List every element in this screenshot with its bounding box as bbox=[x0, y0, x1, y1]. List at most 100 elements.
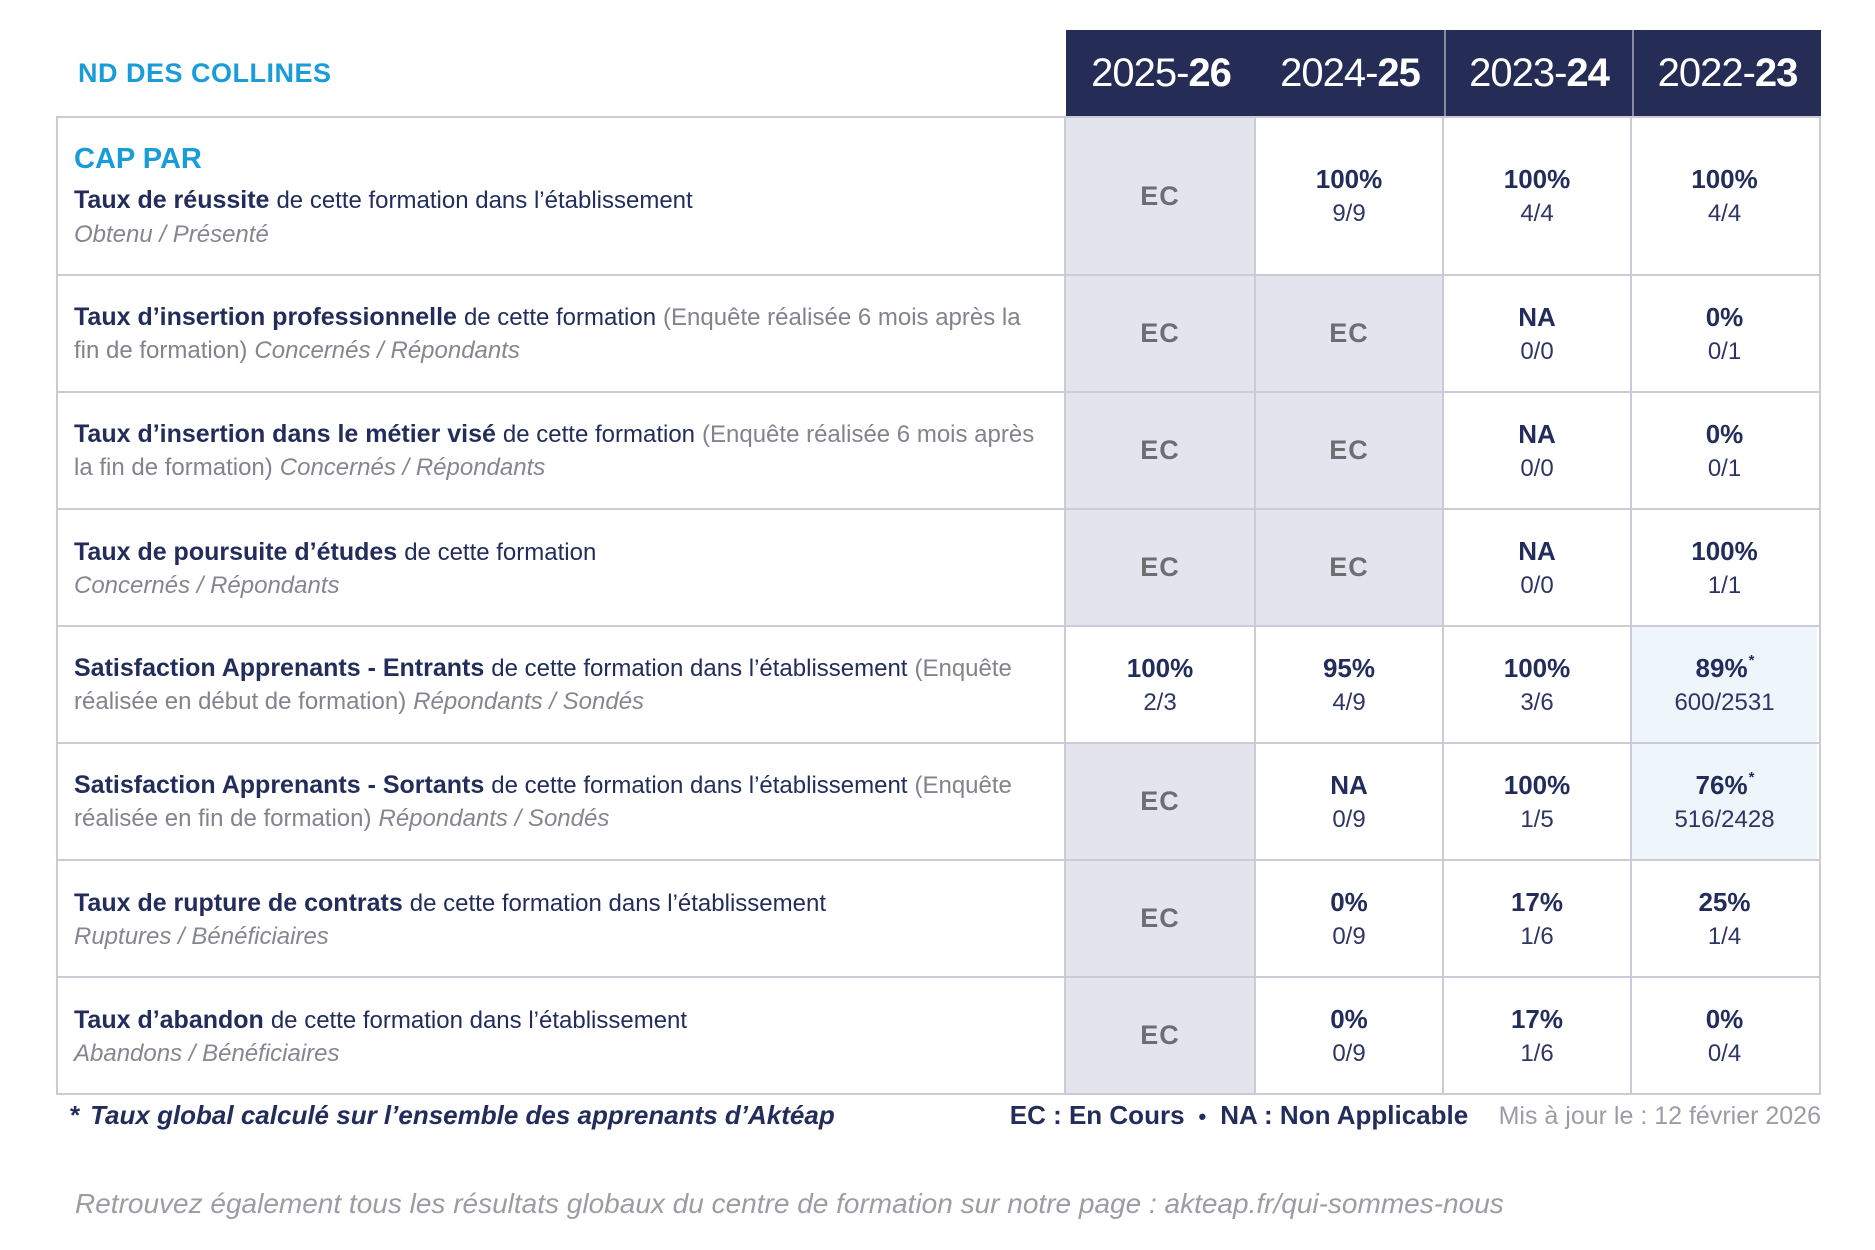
school-header-cell: ND DES COLLINES bbox=[56, 30, 1066, 116]
rate-value: EC bbox=[1140, 180, 1180, 211]
rate-value: EC bbox=[1140, 786, 1180, 816]
table-header-row: ND DES COLLINES 2025- 26 2024- 25 2023- 24 202… bbox=[56, 30, 1821, 116]
indicator-title: Satisfaction Apprenants - Entrants bbox=[74, 653, 485, 682]
indicator-ratio-caption: Ruptures / Bénéficiaires bbox=[74, 923, 329, 951]
indicator-text: Taux d’insertion dans le métier visé de c… bbox=[74, 417, 1038, 485]
value-cell: EC bbox=[1066, 978, 1256, 1093]
ratio-value: 0/0 bbox=[1520, 454, 1554, 482]
rate-value: NA bbox=[1518, 301, 1556, 332]
indicator-text: Satisfaction Apprenants - Sortants de cet… bbox=[74, 768, 1038, 836]
year-prefix: 2023- bbox=[1469, 50, 1567, 95]
indicator-text: Taux de rupture de contrats de cette form… bbox=[74, 886, 1038, 921]
value-cell: EC bbox=[1256, 510, 1444, 625]
rate-value: 0% bbox=[1330, 1003, 1368, 1034]
rate-value: 100% bbox=[1315, 164, 1383, 194]
indicator-ratio-caption: Abandons / Bénéficiaires bbox=[74, 1040, 340, 1068]
program-title: CAP PAR bbox=[74, 143, 202, 176]
rate-value: 100% bbox=[1691, 535, 1758, 566]
table-row: Taux de poursuite d’études de cette forma… bbox=[58, 510, 1819, 627]
value-cell: EC bbox=[1066, 861, 1256, 976]
indicator-ratio-caption: Concernés / Répondants bbox=[254, 337, 520, 365]
rate-value: NA bbox=[1518, 418, 1556, 449]
indicator-ratio-caption: Concernés / Répondants bbox=[279, 454, 546, 482]
year-column-header: 2022- 23 bbox=[1632, 30, 1821, 116]
value-cell: 0% 0/9 bbox=[1256, 861, 1444, 976]
ratio-value: 0/9 bbox=[1332, 1039, 1366, 1067]
value-cell: EC bbox=[1066, 744, 1256, 859]
school-name: ND DES COLLINES bbox=[78, 57, 332, 88]
value-cell: 100% 2/3 bbox=[1066, 627, 1256, 742]
table-row: CAP PAR Taux de réussite de cette formati… bbox=[58, 118, 1819, 276]
indicator-title: Taux de poursuite d’études bbox=[74, 537, 398, 566]
ratio-value: 4/9 bbox=[1332, 688, 1366, 716]
indicator-text: Taux d’insertion professionnelle de cette… bbox=[74, 300, 1038, 368]
indicator-survey-note: (Enquête réalisée 6 mois après la fin de… bbox=[74, 303, 1021, 365]
value-cell: NA 0/0 bbox=[1444, 276, 1632, 391]
year-suffix: 26 bbox=[1188, 50, 1231, 95]
indicator-title: Taux d’abandon bbox=[74, 1005, 264, 1034]
rate-value: 76%* bbox=[1695, 768, 1755, 800]
rate-value: 89%* bbox=[1695, 651, 1755, 683]
rate-value: NA bbox=[1518, 535, 1556, 566]
indicator-text: Taux de poursuite d’études de cette forma… bbox=[74, 535, 1038, 570]
indicator-text: Satisfaction Apprenants - Entrants de cet… bbox=[74, 651, 1038, 719]
indicator-ratio-caption: Concernés / Répondants bbox=[74, 572, 340, 600]
indicator-description: de cette formation bbox=[463, 303, 657, 331]
indicator-description: de cette formation dans l’établissement bbox=[409, 889, 826, 917]
value-cell: 0% 0/9 bbox=[1256, 978, 1444, 1093]
ratio-value: 600/2531 bbox=[1674, 688, 1775, 716]
ratio-value: 0/1 bbox=[1707, 337, 1742, 365]
global-results-note: Retrouvez également tous les résultats g… bbox=[75, 1188, 1504, 1219]
value-cell: EC bbox=[1256, 276, 1444, 391]
table-row: Satisfaction Apprenants - Sortants de cet… bbox=[58, 744, 1819, 861]
indicator-description: de cette formation bbox=[502, 420, 696, 448]
indicator-description: de cette formation dans l’établissement bbox=[491, 771, 908, 799]
value-cell: 17% 1/6 bbox=[1444, 861, 1632, 976]
ratio-value: 1/5 bbox=[1520, 805, 1554, 833]
rate-value: EC bbox=[1140, 903, 1180, 933]
indicator-description: de cette formation dans l’établissement bbox=[491, 654, 908, 682]
rate-value: 100% bbox=[1503, 164, 1571, 194]
rate-value: EC bbox=[1140, 318, 1180, 348]
year-prefix: 2022- bbox=[1657, 50, 1756, 95]
rate-value: NA bbox=[1330, 769, 1368, 800]
value-cell: 100% 1/1 bbox=[1632, 510, 1817, 625]
abbreviation-legend: EC : En Cours • NA : Non Applicable bbox=[1010, 1100, 1468, 1131]
year-prefix: 2024- bbox=[1280, 50, 1378, 95]
ratio-value: 0/0 bbox=[1520, 337, 1554, 365]
table-row: Taux d’insertion dans le métier visé de c… bbox=[58, 393, 1819, 510]
value-cell: 89%* 600/2531 bbox=[1632, 627, 1817, 742]
ratio-value: 1/6 bbox=[1520, 922, 1554, 950]
indicator-title: Taux d’insertion professionnelle bbox=[74, 302, 457, 331]
indicator-label-cell: CAP PAR Taux de réussite de cette formati… bbox=[58, 118, 1066, 274]
indicator-survey-note: (Enquête réalisée en fin de formation) bbox=[74, 771, 1012, 833]
rate-value: 0% bbox=[1705, 1003, 1744, 1034]
value-cell: 100% 4/4 bbox=[1632, 118, 1817, 274]
last-updated-label: Mis à jour le : 12 février 2026 bbox=[1498, 1102, 1821, 1130]
indicator-description: de cette formation dans l’établissement bbox=[270, 1006, 688, 1034]
indicator-description: de cette formation bbox=[404, 538, 597, 566]
indicator-title: Taux de réussite bbox=[74, 186, 270, 215]
ratio-value: 0/4 bbox=[1707, 1039, 1742, 1067]
indicator-title: Taux d’insertion dans le métier visé bbox=[74, 419, 496, 448]
value-cell: EC bbox=[1256, 393, 1444, 508]
ratio-value: 0/0 bbox=[1520, 571, 1554, 599]
indicator-label-cell: Taux d’insertion dans le métier visé de c… bbox=[58, 393, 1066, 508]
indicator-label-cell: Satisfaction Apprenants - Sortants de cet… bbox=[58, 744, 1066, 859]
ratio-value: 0/9 bbox=[1332, 922, 1366, 950]
indicator-label-cell: Taux d’insertion professionnelle de cette… bbox=[58, 276, 1066, 391]
year-suffix: 25 bbox=[1377, 50, 1420, 95]
year-column-header: 2024- 25 bbox=[1256, 30, 1444, 116]
indicator-survey-note: (Enquête réalisée en début de formation) bbox=[74, 654, 1012, 716]
indicator-ratio-caption: Répondants / Sondés bbox=[413, 688, 645, 716]
rate-value: 17% bbox=[1510, 886, 1564, 917]
year-prefix: 2025- bbox=[1091, 50, 1189, 95]
table-row: Taux d’abandon de cette formation dans l’… bbox=[58, 978, 1819, 1093]
ratio-value: 0/1 bbox=[1707, 454, 1742, 482]
value-cell: 0% 0/4 bbox=[1632, 978, 1817, 1093]
indicator-text: Taux de réussite de cette formation dans … bbox=[74, 183, 1038, 218]
year-suffix: 23 bbox=[1754, 50, 1798, 95]
indicator-title: Satisfaction Apprenants - Sortants bbox=[74, 770, 485, 799]
footer-line: * Taux global calculé sur l’ensemble des … bbox=[56, 1100, 1821, 1131]
